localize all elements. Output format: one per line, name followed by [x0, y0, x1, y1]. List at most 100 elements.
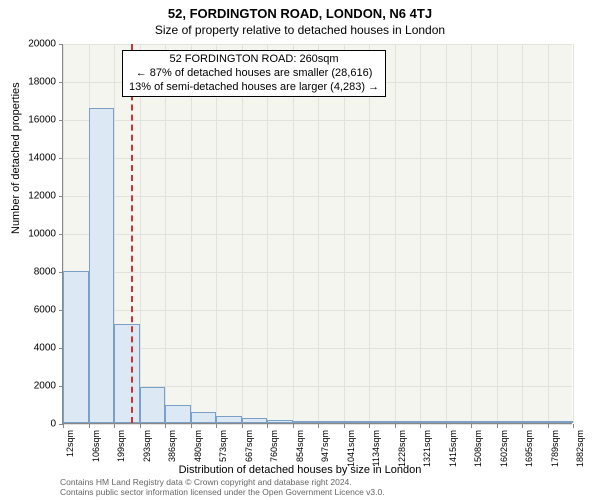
x-axis-label: Distribution of detached houses by size …: [0, 464, 600, 476]
gridline-v: [344, 44, 345, 423]
histogram-bar: [548, 421, 574, 423]
footer-line-2: Contains public sector information licen…: [60, 488, 385, 498]
ytick-label: 12000: [16, 191, 56, 202]
histogram-bar: [216, 416, 242, 423]
xtick-mark: [573, 424, 574, 428]
xtick-label: 573sqm: [218, 430, 228, 462]
ytick-label: 10000: [16, 229, 56, 240]
property-marker-line: [131, 44, 133, 423]
gridline-v: [140, 44, 141, 423]
xtick-label: 1228sqm: [397, 430, 407, 467]
ytick-label: 14000: [16, 153, 56, 164]
gridline-v: [395, 44, 396, 423]
xtick-label: 12sqm: [65, 430, 75, 457]
histogram-bar: [369, 421, 395, 423]
xtick-mark: [446, 424, 447, 428]
xtick-label: 760sqm: [269, 430, 279, 462]
plot-region: [62, 44, 572, 424]
histogram-bar: [89, 108, 115, 423]
xtick-label: 1882sqm: [575, 430, 585, 467]
xtick-mark: [318, 424, 319, 428]
gridline-v: [216, 44, 217, 423]
histogram-bar: [522, 421, 548, 423]
xtick-label: 293sqm: [142, 430, 152, 462]
gridline-v: [267, 44, 268, 423]
histogram-bar: [420, 421, 446, 423]
histogram-bar: [140, 387, 166, 423]
histogram-bar: [318, 421, 344, 423]
xtick-mark: [497, 424, 498, 428]
ytick-label: 2000: [16, 381, 56, 392]
gridline-v: [242, 44, 243, 423]
xtick-label: 854sqm: [295, 430, 305, 462]
histogram-bar: [471, 421, 497, 423]
annotation-line-1: 52 FORDINGTON ROAD: 260sqm: [129, 53, 379, 67]
xtick-mark: [471, 424, 472, 428]
histogram-bar: [267, 420, 293, 423]
ytick-label: 0: [16, 419, 56, 430]
ytick-label: 18000: [16, 77, 56, 88]
xtick-mark: [420, 424, 421, 428]
xtick-mark: [369, 424, 370, 428]
xtick-mark: [63, 424, 64, 428]
histogram-bar: [395, 421, 421, 423]
xtick-label: 1602sqm: [499, 430, 509, 467]
annotation-line-2: ← 87% of detached houses are smaller (28…: [129, 67, 379, 81]
histogram-bar: [63, 271, 89, 423]
xtick-label: 1789sqm: [550, 430, 560, 467]
ytick-label: 4000: [16, 343, 56, 354]
xtick-mark: [344, 424, 345, 428]
histogram-bar: [293, 421, 319, 423]
xtick-label: 1415sqm: [448, 430, 458, 467]
ytick-label: 8000: [16, 267, 56, 278]
histogram-bar: [446, 421, 472, 423]
xtick-label: 947sqm: [320, 430, 330, 462]
page-subtitle: Size of property relative to detached ho…: [0, 21, 600, 39]
gridline-v: [446, 44, 447, 423]
xtick-label: 1134sqm: [371, 430, 381, 466]
histogram-bar: [344, 421, 370, 423]
gridline-v: [471, 44, 472, 423]
gridline-v: [369, 44, 370, 423]
xtick-mark: [242, 424, 243, 428]
xtick-label: 480sqm: [193, 430, 203, 462]
xtick-label: 1695sqm: [524, 430, 534, 467]
xtick-mark: [114, 424, 115, 428]
xtick-mark: [293, 424, 294, 428]
histogram-bar: [114, 324, 140, 423]
histogram-bar: [191, 412, 217, 423]
xtick-mark: [395, 424, 396, 428]
xtick-label: 386sqm: [167, 430, 177, 462]
gridline-v: [420, 44, 421, 423]
xtick-label: 199sqm: [116, 430, 126, 462]
gridline-v: [293, 44, 294, 423]
property-annotation: 52 FORDINGTON ROAD: 260sqm ← 87% of deta…: [122, 50, 386, 97]
gridline-v: [191, 44, 192, 423]
gridline-v: [318, 44, 319, 423]
gridline-v: [165, 44, 166, 423]
ytick-label: 6000: [16, 305, 56, 316]
chart-area: 52 FORDINGTON ROAD: 260sqm ← 87% of deta…: [62, 44, 572, 424]
xtick-mark: [267, 424, 268, 428]
xtick-label: 1041sqm: [346, 430, 356, 467]
xtick-mark: [548, 424, 549, 428]
xtick-mark: [216, 424, 217, 428]
histogram-bar: [497, 421, 523, 423]
xtick-mark: [191, 424, 192, 428]
xtick-mark: [522, 424, 523, 428]
attribution-footer: Contains HM Land Registry data © Crown c…: [60, 478, 385, 498]
histogram-bar: [242, 418, 268, 423]
page-title: 52, FORDINGTON ROAD, LONDON, N6 4TJ: [0, 0, 600, 21]
ytick-label: 16000: [16, 115, 56, 126]
xtick-mark: [89, 424, 90, 428]
gridline-v: [548, 44, 549, 423]
xtick-label: 1321sqm: [422, 430, 432, 467]
gridline-v: [573, 44, 574, 423]
annotation-line-3: 13% of semi-detached houses are larger (…: [129, 81, 379, 95]
xtick-mark: [140, 424, 141, 428]
xtick-mark: [165, 424, 166, 428]
xtick-label: 106sqm: [91, 430, 101, 462]
xtick-label: 1508sqm: [473, 430, 483, 467]
gridline-v: [522, 44, 523, 423]
histogram-bar: [165, 405, 191, 423]
